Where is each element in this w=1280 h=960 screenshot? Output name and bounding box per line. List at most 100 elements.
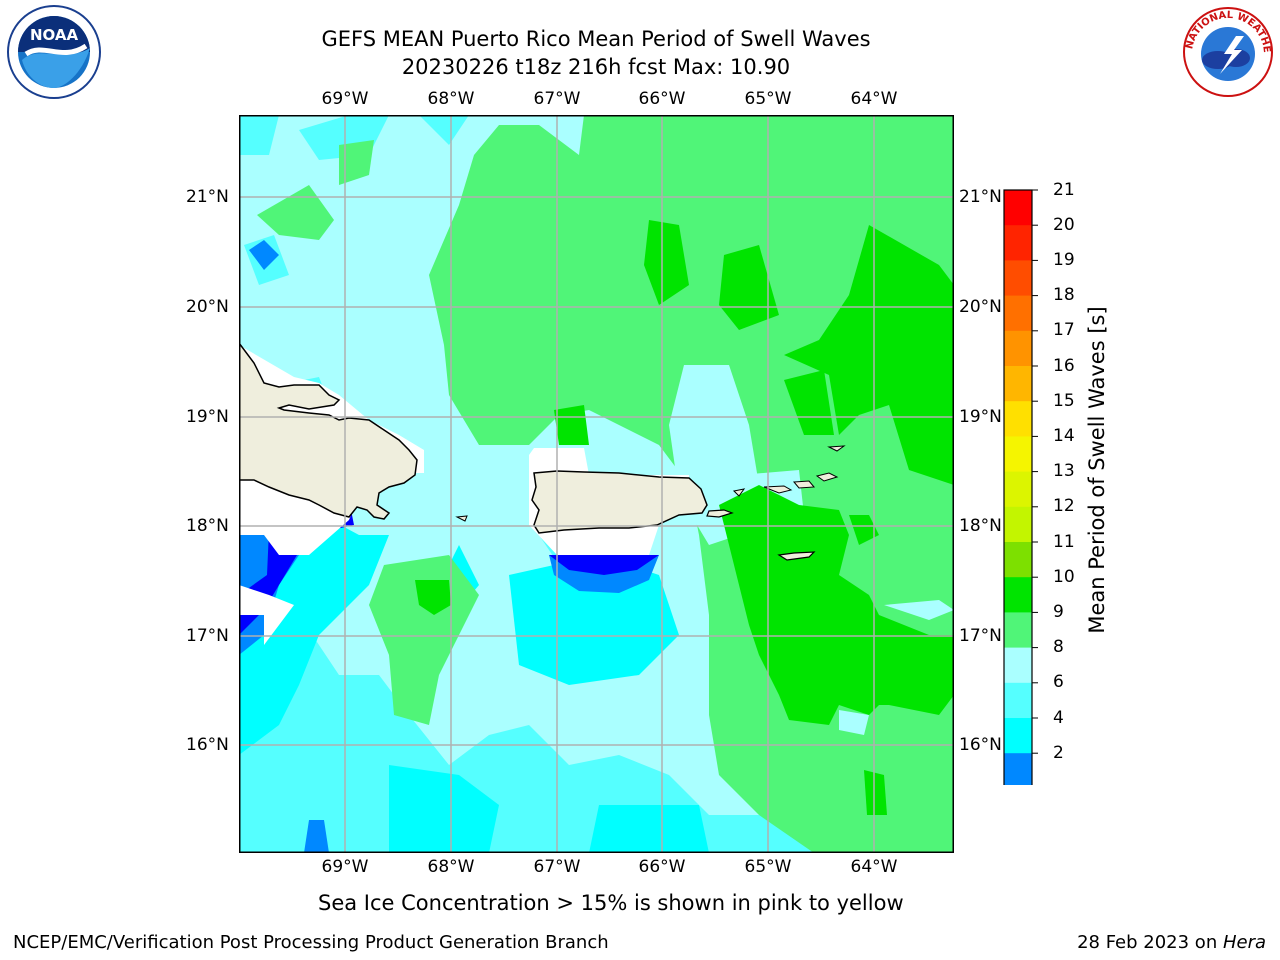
lat-label-right: 17°N [959,626,1002,646]
map-title: GEFS MEAN Puerto Rico Mean Period of Swe… [321,27,871,51]
footer-date: 28 Feb 2023 on [1077,932,1223,953]
lon-label-bottom: 64°W [850,857,898,877]
lat-label-left: 21°N [186,187,229,207]
footer-timestamp: 28 Feb 2023 on Hera [1077,932,1266,953]
noaa-logo-text: NOAA [30,26,79,44]
swell-period-map [239,115,954,853]
lat-label-right: 20°N [959,297,1002,317]
lon-label-bottom: 66°W [638,857,686,877]
lat-label-right: 21°N [959,187,1002,207]
fill-10-11-s [864,770,887,815]
colorbar-band [1004,225,1032,261]
colorbar-band [1004,612,1032,649]
land-anegada [827,445,846,452]
lat-label-left: 19°N [186,407,229,427]
colorbar-label: Mean Period of Swell Waves [s] [1085,306,1109,634]
colorbar-band [1004,190,1032,226]
land-st-thomas [763,485,793,494]
fill-6-8-nw [239,115,279,155]
land-puerto-rico [531,470,708,534]
colorbar-band [1004,682,1032,719]
noaa-logo: NOAA [4,4,104,104]
land-st-croix [777,551,816,561]
lat-label-right: 19°N [959,407,1002,427]
fill-10-11-ne [784,225,954,485]
lat-label-right: 16°N [959,735,1002,755]
lon-label-bottom: 69°W [321,857,369,877]
fill-10-11 [719,485,954,725]
map-subtitle: 20230226 t18z 216h fcst Max: 10.90 [401,55,791,79]
colorbar-tick-label: 20 [1053,215,1075,235]
colorbar-tick-label: 12 [1053,496,1075,516]
lat-label-left: 20°N [186,297,229,317]
fill-spot-nw [249,240,279,270]
map-frame [239,115,954,853]
lon-label-top: 68°W [427,89,475,109]
fill-8-9-hole3 [884,600,954,620]
fill-10-11-n2 [719,245,779,330]
lat-label-left: 16°N [186,735,229,755]
lon-label-top: 66°W [638,89,686,109]
colorbar-band [1004,436,1032,473]
lon-label-top: 67°W [533,89,581,109]
colorbar [1003,189,1038,785]
lat-label-right: 18°N [959,516,1002,536]
colorbar-band [1004,260,1032,297]
colorbar-band [1004,295,1032,332]
colorbar-frame [1003,189,1033,785]
colorbar-tick-label: 11 [1053,532,1075,552]
footer-credit: NCEP/EMC/Verification Post Processing Pr… [13,932,609,953]
colorbar-tick-label: 19 [1053,250,1075,270]
colorbar-band [1004,542,1032,578]
colorbar-tick-label: 16 [1053,356,1075,376]
lon-label-top: 65°W [744,89,792,109]
fill-4-6-south [509,555,679,685]
colorbar-band [1004,718,1032,754]
fill-4-6-bottom [389,765,499,853]
graticule [239,115,954,853]
footer-host: Hera [1222,932,1266,953]
colorbar-tick-label: 17 [1053,320,1075,340]
lon-label-bottom: 68°W [427,857,475,877]
fill-10-11-pr [554,405,589,445]
lon-label-bottom: 65°W [744,857,792,877]
fill-below-2-pr [549,555,659,575]
land-vieques [706,509,734,518]
nws-logo: NATIONAL WEATHER SERVICE [1174,0,1278,102]
colorbar-tick-label: 9 [1053,602,1064,622]
lon-label-top: 69°W [321,89,369,109]
colorbar-tick-label: 10 [1053,567,1075,587]
colorbar-tick-label: 8 [1053,637,1064,657]
colorbar-tick-label: 18 [1053,285,1075,305]
fill-9-10-nw [257,185,334,240]
lon-label-bottom: 67°W [533,857,581,877]
colorbar-tick-label: 15 [1053,391,1075,411]
colorbar-band [1004,506,1032,543]
fill-10-11-spot2 [849,515,879,545]
colorbar-tick-label: 4 [1053,708,1064,728]
fill-10-11-sw [415,580,451,615]
colorbar-band [1004,753,1032,785]
contour-fills [239,115,954,853]
fill-10-11-spot [784,370,834,435]
land-culebra [732,488,746,497]
colorbar-tick-label: 14 [1053,426,1075,446]
land-hispaniola [239,341,418,520]
colorbar-band [1004,647,1032,684]
fill-9-10-n [339,140,374,185]
colorbar-band [1004,330,1032,367]
colorbar-band [1004,401,1032,437]
land-mona [455,515,468,522]
fill-2-4-bottom [304,820,329,853]
fill-8-9-hole4 [839,710,869,735]
colorbar-tick-label: 21 [1053,180,1075,200]
lon-label-top: 64°W [850,89,898,109]
colorbar-band [1004,577,1032,613]
fill-10-11-n [644,220,689,305]
colorbar-tick-label: 6 [1053,672,1064,692]
sea-ice-note: Sea Ice Concentration > 15% is shown in … [318,891,904,915]
land-tortola [815,472,839,482]
fill-4-6-bottom2 [589,805,709,853]
colorbar-tick-label: 2 [1053,743,1064,763]
lat-label-left: 17°N [186,626,229,646]
